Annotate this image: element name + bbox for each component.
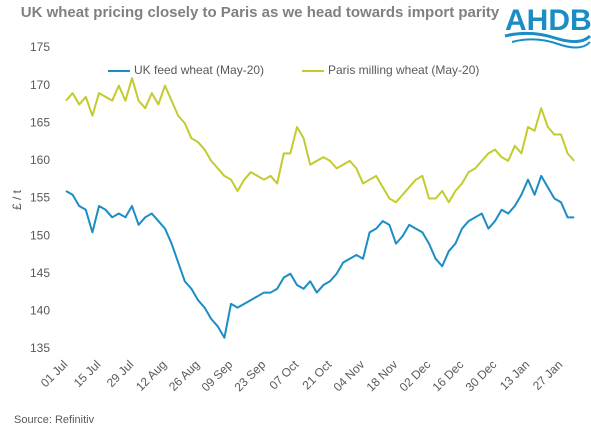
x-tick-label: 30 Dec: [463, 357, 500, 394]
x-tick-label: 02 Dec: [397, 357, 434, 394]
y-tick-label: 165: [30, 115, 50, 129]
legend-label: Paris milling wheat (May-20): [328, 63, 479, 77]
series-line: [65, 77, 575, 204]
y-tick-label: 135: [30, 341, 50, 355]
x-tick-label: 26 Aug: [166, 357, 202, 393]
y-tick-label: 175: [30, 40, 50, 54]
y-tick-label: 145: [30, 266, 50, 280]
logo: AHDB: [504, 4, 591, 49]
x-tick-label: 16 Dec: [430, 357, 467, 394]
x-tick-label: 09 Sep: [199, 357, 236, 394]
x-tick-label: 13 Jan: [497, 357, 532, 392]
y-axis-label: £ / t: [10, 189, 24, 210]
x-tick-label: 21 Oct: [299, 357, 334, 392]
source: Source: Refinitiv: [14, 414, 95, 426]
y-tick-label: 170: [30, 78, 50, 92]
series-line: [65, 174, 575, 339]
legend-label: UK feed wheat (May-20): [134, 63, 264, 77]
x-tick-label: 23 Sep: [232, 357, 269, 394]
chart-title: UK wheat pricing closely to Paris as we …: [20, 4, 500, 21]
x-tick-label: 07 Oct: [266, 357, 301, 392]
y-tick-label: 150: [30, 228, 50, 242]
x-tick-label: 15 Jul: [71, 357, 104, 390]
y-tick-label: 140: [30, 304, 50, 318]
y-tick-label: 155: [30, 191, 50, 205]
x-tick-label: 29 Jul: [104, 357, 137, 390]
x-tick-label: 27 Jan: [530, 357, 565, 392]
logo-wave: [504, 31, 591, 43]
x-tick-label: 01 Jul: [38, 357, 71, 390]
x-tick-label: 18 Nov: [364, 357, 401, 394]
logo-text: AHDB: [505, 4, 591, 37]
logo-wave: [511, 38, 591, 49]
y-tick-label: 160: [30, 153, 50, 167]
x-tick-label: 04 Nov: [331, 357, 368, 394]
x-tick-label: 12 Aug: [133, 357, 169, 393]
